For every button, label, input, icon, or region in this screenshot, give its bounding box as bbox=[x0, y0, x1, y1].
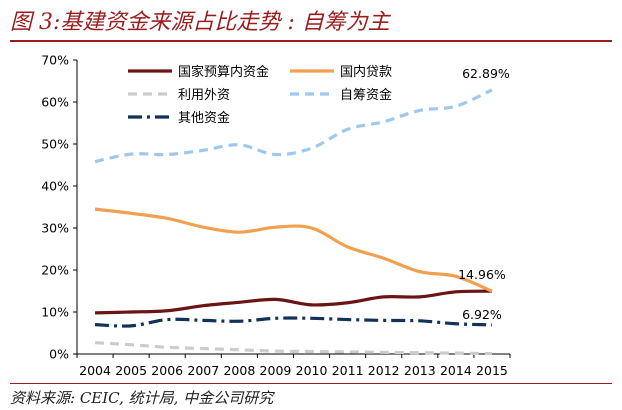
series-line-2 bbox=[94, 341, 492, 356]
x-tick-label: 2015 bbox=[476, 363, 508, 378]
y-tick-label: 30% bbox=[41, 221, 69, 236]
y-tick-label: 20% bbox=[41, 263, 69, 278]
data-label-0: 62.89% bbox=[462, 66, 510, 81]
legend-label-3: 自筹资金 bbox=[340, 87, 392, 103]
series-line-1 bbox=[94, 207, 493, 293]
series-line-3 bbox=[94, 88, 493, 164]
x-tick-label: 2010 bbox=[296, 363, 328, 378]
y-tick-label: 70% bbox=[41, 53, 69, 68]
series-line-4 bbox=[94, 316, 493, 328]
legend-label-0: 国家预算内资金 bbox=[178, 64, 269, 80]
source-note: 资料来源: CEIC, 统计局, 中金公司研究 bbox=[10, 389, 274, 407]
chart-annotations: 62.89% 14.96% 6.92% bbox=[458, 66, 510, 322]
x-tick-label: 2008 bbox=[223, 363, 255, 378]
y-tick-label: 40% bbox=[41, 179, 69, 194]
legend-label-4: 其他资金 bbox=[178, 110, 230, 126]
data-label-2: 6.92% bbox=[462, 307, 502, 322]
x-tick-label: 2013 bbox=[404, 363, 436, 378]
x-tick-label: 2012 bbox=[368, 363, 400, 378]
y-tick-label: 0% bbox=[49, 347, 69, 362]
x-tick-label: 2006 bbox=[151, 363, 183, 378]
x-tick-label: 2004 bbox=[79, 363, 111, 378]
x-tick-label: 2014 bbox=[440, 363, 472, 378]
x-tick-label: 2005 bbox=[115, 363, 147, 378]
chart-axes: 0% 10% 20% 30% 40% 50% 60% 70% 2004 2005 2006 2007 2… bbox=[41, 53, 511, 378]
series-line-0 bbox=[95, 289, 492, 315]
y-tick-label: 60% bbox=[41, 95, 69, 110]
x-tick-label: 2009 bbox=[260, 363, 292, 378]
y-tick-label: 10% bbox=[41, 305, 69, 320]
legend-label-2: 利用外资 bbox=[178, 88, 230, 103]
legend-label-1: 国内贷款 bbox=[340, 64, 392, 80]
data-label-1: 14.96% bbox=[458, 267, 506, 282]
line-chart: 0% 10% 20% 30% 40% 50% 60% 70% 2004 2005 2006 2007 2… bbox=[41, 53, 511, 378]
chart-series bbox=[94, 88, 493, 356]
title-rule bbox=[10, 40, 612, 42]
y-tick-label: 50% bbox=[41, 137, 69, 152]
x-tick-label: 2011 bbox=[332, 363, 364, 378]
x-tick-label: 2007 bbox=[187, 363, 219, 378]
figure-title: 图 3:基建资金来源占比走势 : 自筹为主 bbox=[10, 10, 390, 35]
footer-rule bbox=[10, 383, 612, 384]
